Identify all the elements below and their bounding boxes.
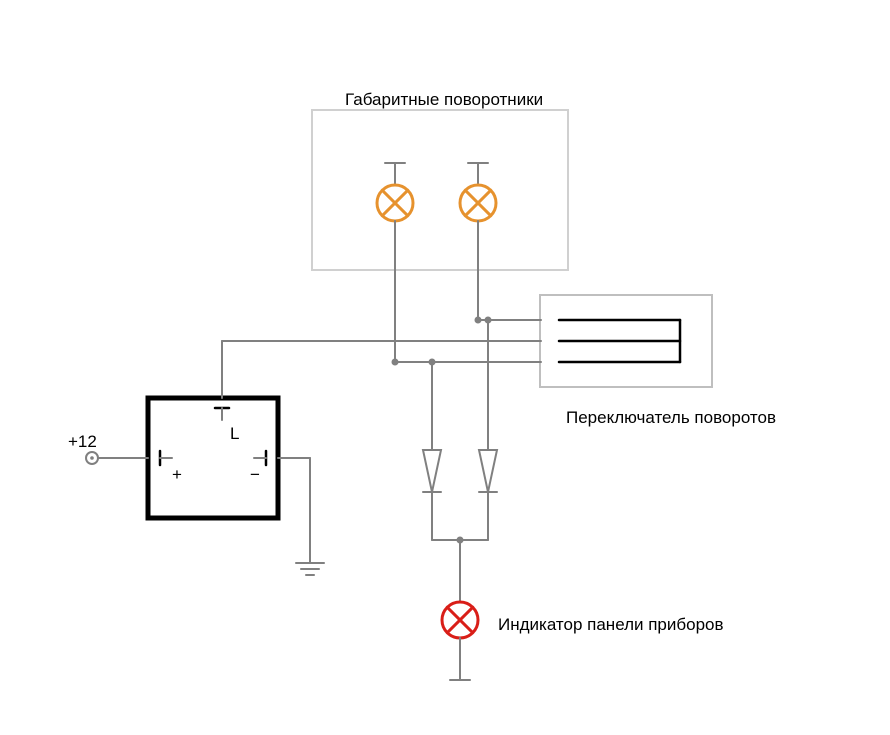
- label-relay-plus: +: [172, 465, 182, 485]
- label-relay-L: L: [230, 424, 239, 444]
- label-switch: Переключатель поворотов: [566, 408, 776, 428]
- label-top: Габаритные поворотники: [345, 90, 543, 110]
- label-indicator: Индикатор панели приборов: [498, 615, 724, 635]
- turn-signal-group: [312, 110, 568, 270]
- label-v12: +12: [68, 432, 97, 452]
- label-relay-minus: −: [250, 465, 260, 485]
